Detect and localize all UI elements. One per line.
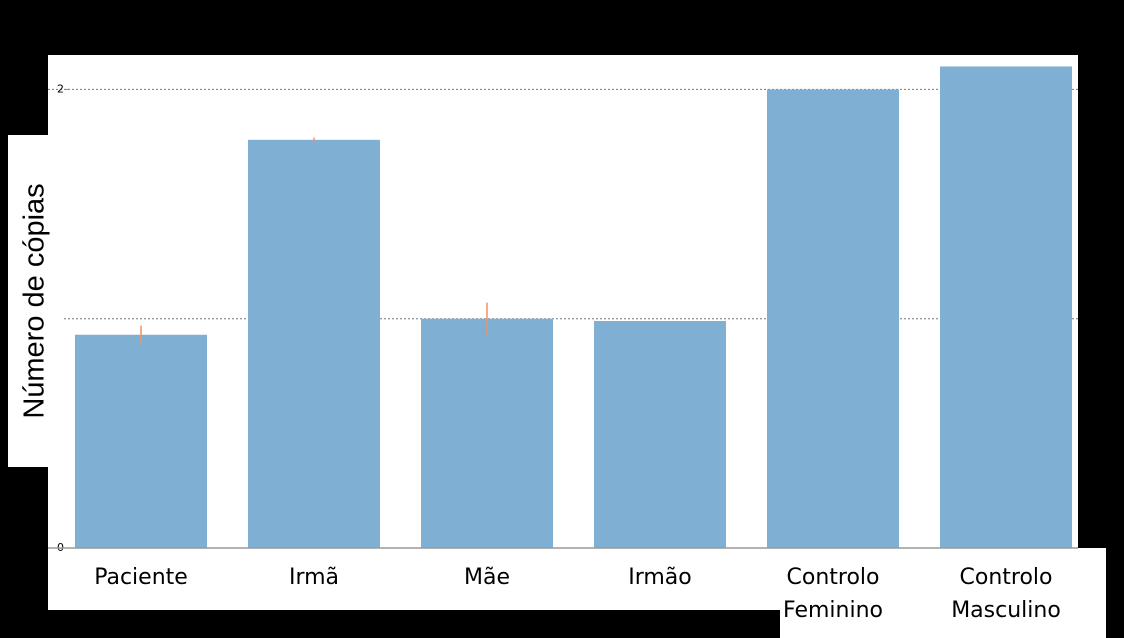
x-tick-label: Irmã bbox=[288, 565, 340, 590]
bar bbox=[767, 89, 899, 548]
x-tick-label: Irmão bbox=[628, 565, 692, 590]
y-axis-label: Número de cópias bbox=[18, 183, 51, 419]
x-tick-label: Controlo Masculino bbox=[951, 565, 1061, 623]
bar bbox=[75, 334, 207, 548]
bar bbox=[248, 139, 380, 548]
y-tick-label: 2 bbox=[57, 82, 64, 95]
x-tick-label: Controlo Feminino bbox=[783, 565, 883, 623]
label-box bbox=[780, 548, 1106, 638]
x-tick-label: Mãe bbox=[464, 565, 510, 590]
bar bbox=[421, 318, 553, 548]
plot-area bbox=[48, 55, 1078, 610]
y-axis-label-box: Número de cópias bbox=[8, 135, 62, 467]
bar bbox=[940, 66, 1072, 548]
bar bbox=[594, 320, 726, 548]
x-tick-label: Paciente bbox=[94, 565, 188, 590]
